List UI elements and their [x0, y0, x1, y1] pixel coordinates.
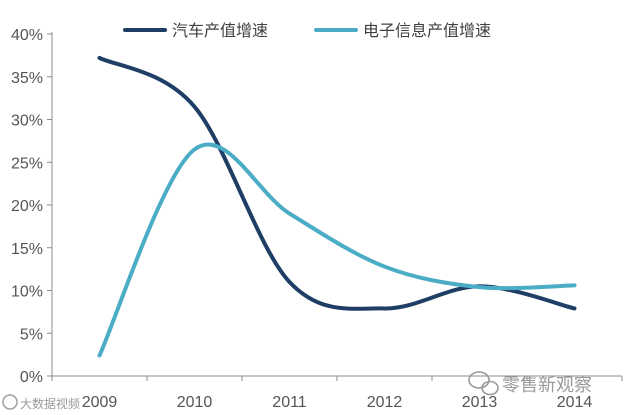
x-tick-label: 2013: [462, 394, 498, 411]
watermark-left-text: 大数据视频: [20, 396, 80, 411]
series-line-electronics: [97, 142, 577, 358]
y-tick-label: 35%: [11, 70, 43, 87]
y-tick-label: 25%: [11, 155, 43, 172]
x-tick-label: 2014: [557, 394, 593, 411]
y-tick-label: 0%: [20, 369, 43, 386]
legend-label-electronics: 电子信息产值增速: [363, 21, 491, 40]
legend: 汽车产值增速 电子信息产值增速: [123, 21, 491, 40]
y-tick-label: 20%: [11, 198, 43, 215]
watermark-right-text: 零售新观察: [502, 375, 592, 396]
y-tick-label: 15%: [11, 241, 43, 258]
y-tick-label: 40%: [11, 27, 43, 44]
y-tick-label: 5%: [20, 326, 43, 343]
watermark-right: 零售新观察: [468, 371, 592, 396]
watermark-left: 大数据视频: [2, 394, 80, 411]
legend-label-auto: 汽车产值增速: [172, 21, 268, 40]
x-tick-label: 2009: [82, 394, 118, 411]
x-tick-label: 2010: [177, 394, 213, 411]
wechat-icon: [468, 371, 499, 396]
x-tick-label: 2011: [272, 394, 307, 411]
y-tick-label: 30%: [11, 113, 43, 130]
y-tick-label: 10%: [11, 284, 43, 301]
watermark-logo-icon: [2, 394, 18, 410]
x-tick-label: 2012: [367, 394, 403, 411]
